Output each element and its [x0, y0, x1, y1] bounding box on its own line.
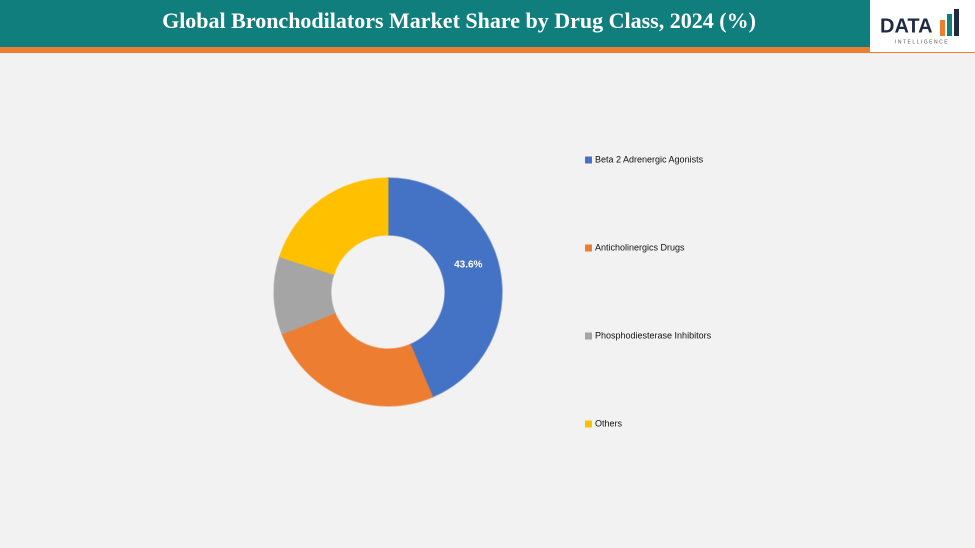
chart-title: Global Bronchodilators Market Share by D…: [162, 8, 756, 33]
data-label: 43.6%: [454, 259, 482, 270]
donut-segment: [281, 312, 434, 407]
legend-label: Others: [595, 418, 623, 428]
legend-swatch: [585, 420, 592, 428]
legend-label: Beta 2 Adrenergic Agonists: [595, 154, 704, 164]
donut-segment: [278, 177, 389, 276]
legend-swatch: [585, 332, 592, 340]
logo-bar: [940, 20, 945, 36]
legend-swatch: [585, 244, 592, 252]
logo-bar: [954, 9, 959, 36]
logo-subtext: INTELLIGENCE: [895, 39, 949, 45]
header-stripe: [0, 47, 975, 53]
legend-swatch: [585, 156, 592, 164]
logo-text: DATA: [880, 15, 933, 37]
header-bar: [0, 0, 975, 47]
legend-label: Phosphodiesterase Inhibitors: [595, 330, 712, 340]
legend-label: Anticholinergics Drugs: [595, 242, 685, 252]
logo-bar: [947, 14, 952, 36]
donut-segment: [387, 177, 503, 398]
